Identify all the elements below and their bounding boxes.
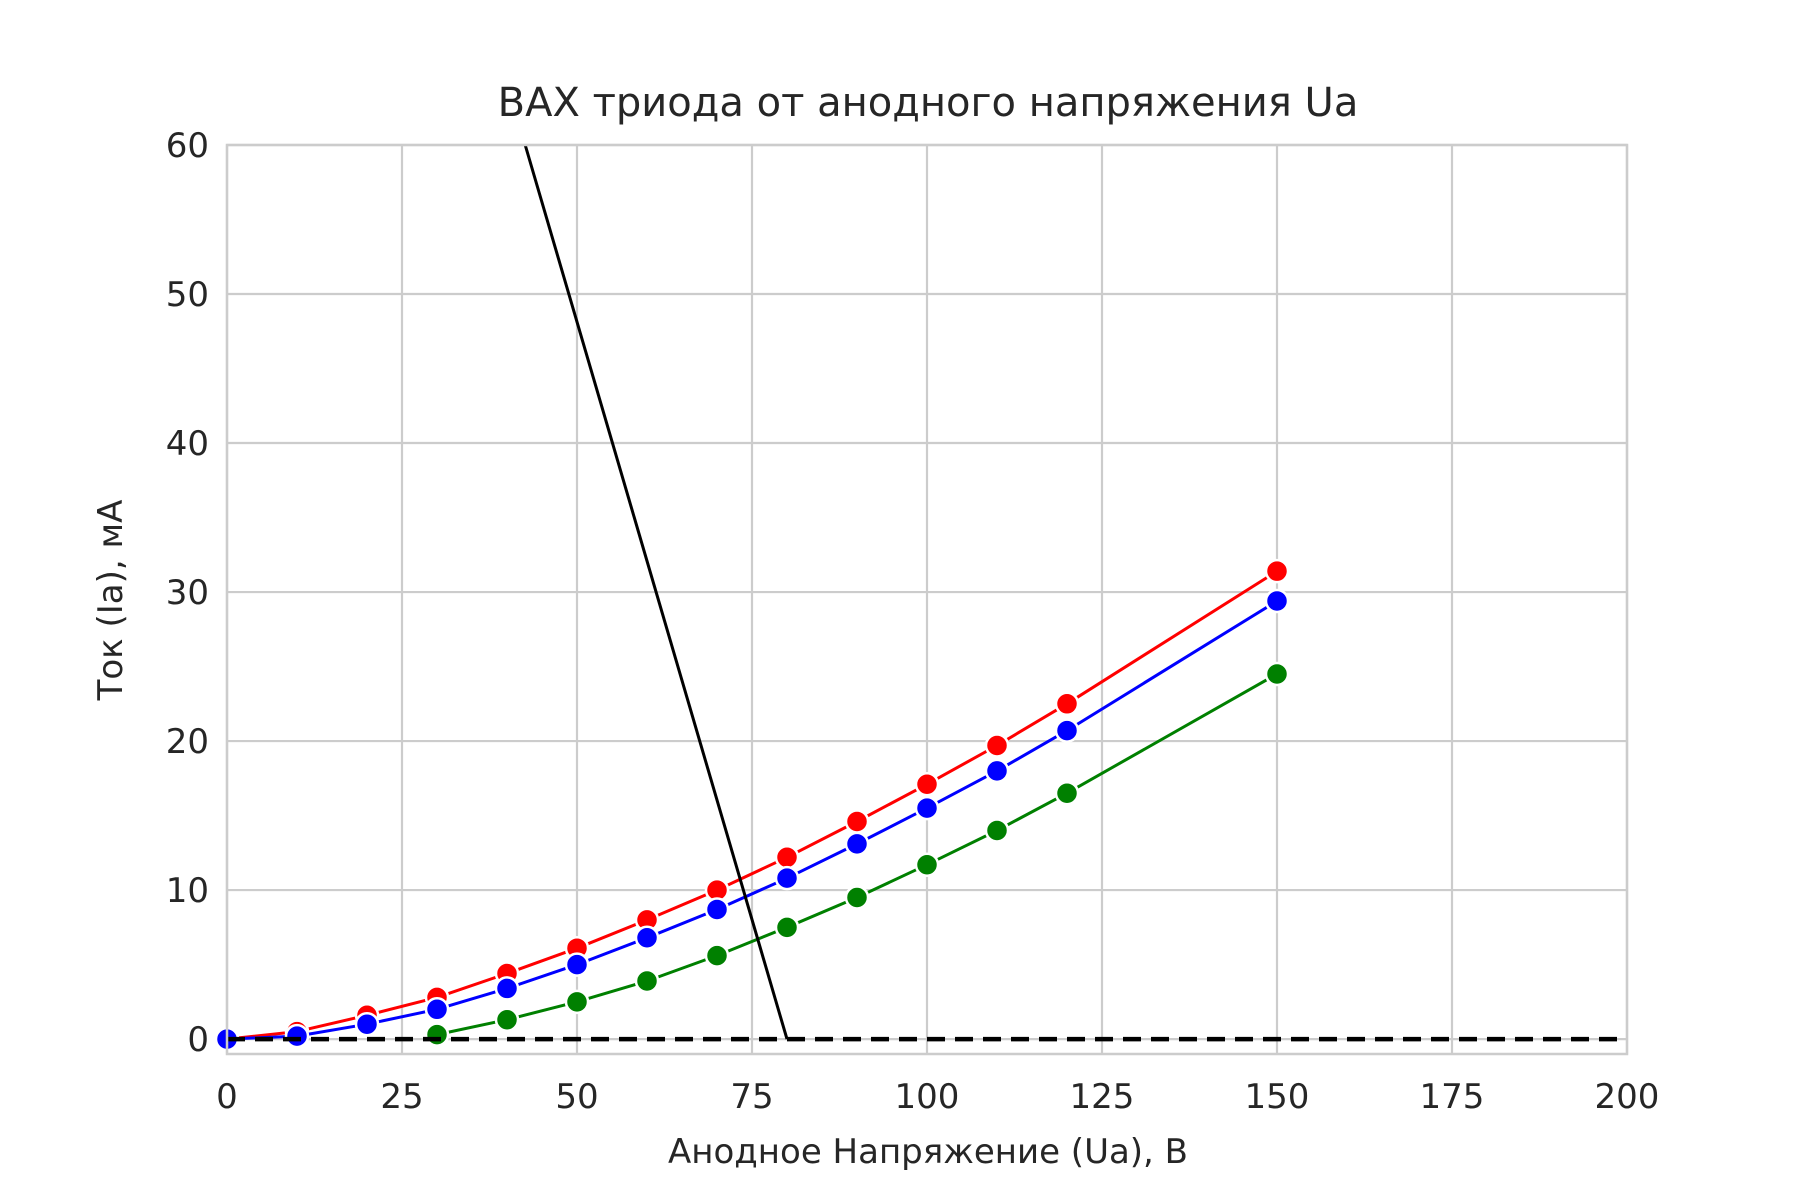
series-1-point-3 (424, 997, 450, 1022)
y-tick-label-3: 30 (166, 573, 209, 613)
series-2-point-1 (494, 1007, 520, 1032)
tick-labels: 0 25 50 75 100 125 150 175 200 0 10 20 30 40 50 60 (166, 126, 1660, 1117)
series-2-point-2 (564, 989, 590, 1015)
series-0-point-13 (1264, 558, 1290, 584)
series-2-point-0 (424, 1022, 450, 1047)
series-3 (523, 144, 789, 1040)
series-layer (214, 144, 1627, 1052)
series-1-point-4 (494, 976, 520, 1001)
series-1-point-11 (984, 758, 1010, 784)
series-2-point-10 (1264, 661, 1290, 687)
series-0-point-11 (984, 733, 1010, 758)
series-1-point-9 (844, 831, 870, 857)
series-2 (424, 661, 1290, 1047)
series-0-point-9 (844, 809, 870, 834)
y-tick-label-6: 60 (166, 126, 209, 166)
series-1-point-12 (1054, 718, 1080, 743)
series-1-point-5 (564, 952, 590, 977)
series-2-point-5 (774, 915, 800, 940)
series-1-point-7 (704, 897, 730, 922)
series-3-line (523, 144, 789, 1040)
x-tick-label-8: 200 (1595, 1077, 1660, 1117)
y-tick-label-1: 10 (166, 871, 209, 911)
series-2-point-9 (1054, 780, 1080, 806)
plot-frame (225, 143, 1629, 1056)
x-tick-label-3: 75 (730, 1077, 773, 1117)
y-tick-label-5: 50 (166, 275, 209, 315)
y-axis-label: Ток (Ia), мА (91, 500, 131, 702)
series-1-point-10 (914, 795, 940, 821)
x-tick-label-4: 100 (895, 1077, 960, 1117)
series-1-point-6 (634, 925, 660, 951)
series-1-point-8 (774, 865, 800, 891)
y-tick-label-4: 40 (166, 424, 209, 464)
y-tick-label-0: 0 (187, 1020, 209, 1060)
series-1-point-1 (284, 1023, 310, 1049)
chart-title: ВАХ триода от анодного напряжения Ua (498, 80, 1359, 126)
series-2-point-7 (914, 852, 940, 877)
x-tick-label-1: 25 (380, 1077, 423, 1117)
series-2-point-8 (984, 818, 1010, 843)
x-tick-label-6: 150 (1245, 1077, 1310, 1117)
x-tick-label-5: 125 (1070, 1077, 1135, 1117)
series-1 (214, 588, 1290, 1052)
grid (225, 143, 1629, 1054)
x-axis-label: Анодное Напряжение (Ua), В (668, 1132, 1188, 1172)
series-2-point-3 (634, 968, 660, 994)
series-0-point-10 (914, 772, 940, 797)
series-1-point-13 (1264, 588, 1290, 614)
x-tick-label-2: 50 (555, 1077, 598, 1117)
series-2-point-4 (704, 943, 730, 968)
series-0-point-8 (774, 845, 800, 870)
series-1-point-2 (354, 1011, 380, 1037)
series-2-point-6 (844, 885, 870, 910)
series-0-point-12 (1054, 691, 1080, 717)
y-tick-label-2: 20 (166, 722, 209, 762)
x-tick-label-0: 0 (216, 1077, 238, 1117)
x-tick-label-7: 175 (1420, 1077, 1485, 1117)
